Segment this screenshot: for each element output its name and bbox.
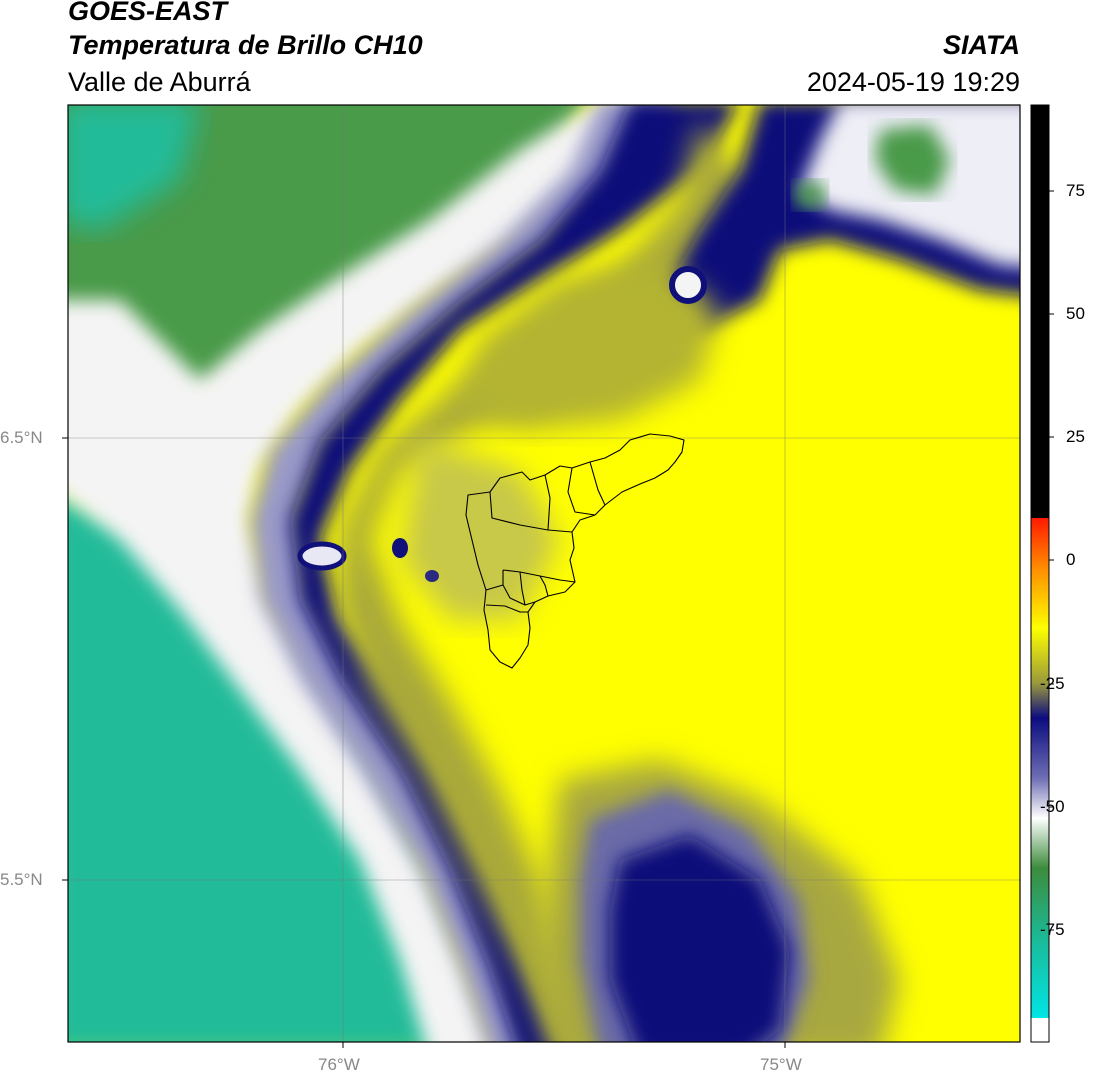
organization-label: SIATA	[943, 30, 1020, 60]
lat-tick-label-6-5n: 6.5°N	[0, 428, 43, 447]
colorbar-label-0: 0	[1066, 550, 1076, 569]
cell-navy-ring-1	[669, 266, 707, 304]
cell-navy-3	[392, 538, 408, 558]
region-label: Valle de Aburrá	[68, 67, 251, 97]
map-frame	[67, 104, 1021, 1043]
cell-navy-ring-2	[297, 541, 347, 571]
colorbar-label-m50: -50	[1040, 797, 1065, 816]
colorbar-label-m25: -25	[1040, 674, 1065, 693]
colorbar-black-segment	[1031, 105, 1049, 518]
boundary-inner-3	[567, 467, 596, 516]
boundary-inner-2	[544, 474, 551, 531]
region-green-northeast-small	[794, 181, 826, 209]
boundary-inner-4	[589, 461, 606, 506]
map-field	[68, 105, 1020, 1042]
lat-tick-label-5-5n: 5.5°N	[0, 870, 43, 889]
lon-tick-label-76w: 76°W	[318, 1055, 360, 1074]
boundary-inner-8	[485, 604, 528, 613]
band-olive-west	[340, 120, 760, 1042]
colorbar-label-50: 50	[1066, 304, 1085, 323]
band-lavender-west	[250, 105, 677, 1042]
product-title: Temperatura de Brillo CH10	[68, 30, 423, 60]
region-green-northeast	[875, 125, 950, 195]
boundary-inner-1	[489, 491, 573, 533]
satellite-title: GOES-EAST	[68, 0, 228, 26]
band-white-west	[68, 105, 638, 1042]
colorbar-label-m75: -75	[1040, 920, 1065, 939]
region-green-west	[68, 105, 586, 440]
boundary-inner-7	[502, 584, 536, 606]
region-teal-nw	[68, 105, 199, 230]
timestamp-label: 2024-05-19 19:29	[806, 67, 1020, 97]
colorbar-label-25: 25	[1066, 427, 1085, 446]
cell-white-2	[300, 544, 344, 568]
colorbar	[1030, 104, 1054, 1043]
colorbar-gradient-segment	[1031, 518, 1049, 1018]
colorbar-white-segment	[1031, 1018, 1049, 1042]
colorbar-frame	[1030, 104, 1050, 1043]
valle-de-aburra-boundaries	[465, 433, 685, 669]
boundary-inner-10	[539, 575, 549, 597]
cell-white-1	[672, 269, 704, 301]
colorbar-label-75: 75	[1066, 181, 1085, 200]
region-navy-south	[610, 835, 790, 1042]
band-navy-west	[290, 105, 738, 1042]
boundary-inner-9	[519, 571, 526, 606]
region-teal-west	[68, 490, 465, 1042]
lon-tick-label-75w: 75°W	[760, 1055, 802, 1074]
region-olive-north	[460, 260, 720, 430]
cell-navy-4	[425, 570, 439, 582]
